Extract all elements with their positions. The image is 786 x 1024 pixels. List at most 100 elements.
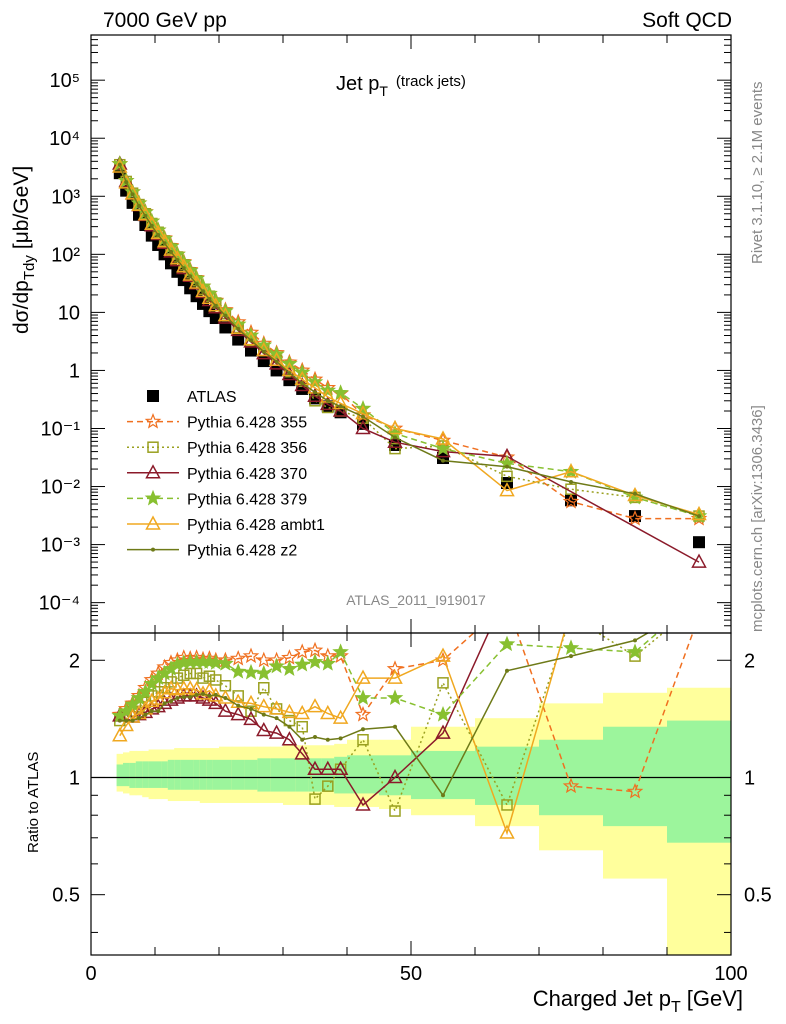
y-tick-label: 10⁻³ [41, 535, 81, 557]
ratio-point-z2 [213, 692, 218, 697]
data-point-ambt1 [563, 463, 579, 478]
ratio-point-p379 [306, 653, 324, 669]
legend-label-ATLAS: ATLAS [187, 389, 237, 406]
header-energy: 7000 GeV pp [103, 9, 227, 32]
data-point-z2 [697, 514, 701, 519]
ratio-point-z2 [201, 691, 205, 696]
axis-ticks: 0 50 100 10⁻⁴ 10⁻³ 10⁻² 10⁻¹ 1 10 10² 10³ 10⁴ 10⁵ 0.5… [39, 34, 772, 985]
ratio-point-ambt1 [355, 669, 371, 684]
y-tick-label: 10⁴ [49, 128, 80, 150]
data-point-ambt1 [691, 505, 707, 521]
band-inner-bin [142, 761, 150, 788]
ratio-point-z2 [207, 693, 212, 698]
ratio-point-p379 [229, 662, 247, 679]
ratio-point-p379 [268, 657, 285, 674]
ratio-point-p356 [258, 682, 270, 694]
ratio-point-z2 [393, 724, 397, 729]
legend-marker-p356 [147, 441, 159, 453]
data-point-z2 [130, 192, 135, 197]
ratio-point-p356 [389, 805, 401, 817]
ratio-point-p356 [197, 672, 209, 684]
ratio-point-z2 [236, 703, 241, 708]
ratio-point-z2 [181, 694, 186, 699]
ratio-point-p379 [332, 643, 349, 660]
ratio-y-tick-label: 1 [69, 767, 80, 789]
data-point-z2 [149, 223, 154, 228]
ratio-point-p370 [320, 760, 336, 775]
band-inner-bin [334, 756, 348, 794]
ratio-point-p370 [256, 721, 272, 737]
data-point-ambt1 [118, 174, 134, 189]
header-process: Soft QCD [642, 9, 732, 32]
ratio-point-ambt1 [281, 703, 298, 719]
data-point-z2 [143, 213, 148, 218]
ratio-point-ambt1 [256, 698, 272, 713]
ratio-point-p370 [294, 745, 310, 760]
ratio-point-z2 [156, 709, 161, 714]
series-line-ambt1 [119, 166, 700, 516]
band-inner-bin [283, 758, 297, 792]
ratio-point-ambt1 [499, 824, 515, 839]
data-point-z2 [505, 464, 509, 469]
ratio-point-ambt1 [435, 647, 451, 662]
ratio-point-z2 [188, 694, 193, 699]
band-inner-bin [161, 761, 169, 788]
ratio-point-p355 [293, 643, 311, 660]
ratio-point-p355 [692, 609, 705, 622]
data-point-ambt1 [188, 274, 205, 289]
uncertainty-bands [116, 687, 731, 955]
data-point-ambt1 [332, 394, 349, 410]
ratio-point-p355 [332, 647, 349, 664]
ratio-point-p370 [281, 731, 298, 746]
data-point-p355 [562, 492, 580, 509]
ratio-point-p356 [296, 720, 308, 733]
legend-label-p356: Pythia 6.428 356 [187, 440, 307, 457]
data-point-ambt1 [195, 282, 211, 298]
band-inner-bin [219, 759, 233, 790]
series-line-z2 [119, 164, 700, 517]
ratio-point-p355 [229, 649, 247, 666]
ratio-point-ambt1 [629, 609, 642, 621]
ratio-point-p379 [386, 689, 404, 706]
ratio-point-p370 [230, 706, 246, 721]
data-point-ambt1 [355, 405, 371, 420]
ratio-point-p379 [207, 654, 225, 670]
data-point-ambt1 [131, 196, 147, 212]
ratio-point-p355 [562, 777, 580, 794]
band-inner-bin [270, 758, 284, 792]
ratio-point-p379 [293, 655, 311, 672]
data-point-ATLAS [693, 536, 705, 549]
band-inner-bin [129, 762, 137, 788]
x-tick-label: 50 [400, 963, 422, 985]
data-point-ATLAS [270, 364, 283, 377]
legend-label-p370: Pythia 6.428 370 [187, 466, 307, 483]
ratio-point-z2 [130, 718, 135, 723]
band-inner-bin [212, 759, 220, 790]
y-tick-label: 10⁵ [49, 70, 80, 92]
ratio-point-p379 [692, 590, 705, 603]
ratio-point-p379 [217, 655, 234, 671]
data-point-z2 [223, 313, 228, 318]
series-line-p356 [119, 164, 700, 517]
x-axis-label: Charged Jet pT [GeV] [533, 986, 743, 1016]
data-point-ATLAS [232, 333, 245, 346]
ratio-point-ambt1 [307, 698, 323, 713]
band-inner-bin [180, 759, 188, 790]
ratio-point-p370 [268, 724, 285, 739]
ratio-point-z2 [124, 718, 129, 723]
data-point-ambt1 [137, 206, 154, 221]
band-inner-bin [116, 764, 124, 787]
band-inner-bin [123, 762, 130, 787]
band-inner-bin [379, 755, 412, 796]
ratio-point-ambt1 [144, 692, 160, 707]
ratio-point-z2 [569, 654, 573, 659]
ratio-point-p356 [309, 793, 321, 805]
y-tick-label: 1 [69, 360, 80, 382]
legend-marker-z2 [151, 547, 155, 552]
band-inner-bin [295, 758, 310, 792]
data-point-z2 [169, 249, 173, 254]
ratio-point-p355 [354, 705, 372, 722]
y-tick-label: 10⁻⁴ [39, 593, 80, 615]
data-point-z2 [249, 338, 253, 343]
